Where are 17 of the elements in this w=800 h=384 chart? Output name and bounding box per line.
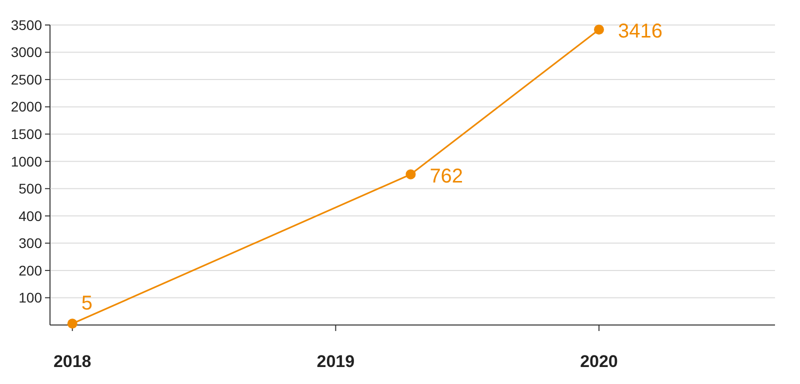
y-tick-label: 500 (18, 180, 42, 197)
x-tick-label: 2019 (316, 352, 355, 371)
y-tick-label: 1500 (10, 126, 42, 142)
data-label: 5 (81, 292, 92, 315)
x-tick-label: 2018 (53, 352, 92, 371)
y-tick-label: 1000 (10, 153, 42, 170)
x-tick-label: 2020 (580, 352, 618, 371)
y-tick-label: 100 (18, 290, 42, 306)
data-label: 762 (430, 165, 464, 188)
y-tick-label: 300 (18, 235, 42, 252)
y-tick-label: 2500 (10, 71, 42, 88)
y-tick-label: 200 (18, 262, 42, 278)
y-tick-label: 2000 (10, 98, 42, 115)
y-tick-label: 3000 (10, 44, 42, 60)
data-label: 3416 (618, 20, 662, 43)
y-tick-label: 3500 (10, 16, 42, 33)
y-tick-label: 400 (18, 208, 42, 224)
